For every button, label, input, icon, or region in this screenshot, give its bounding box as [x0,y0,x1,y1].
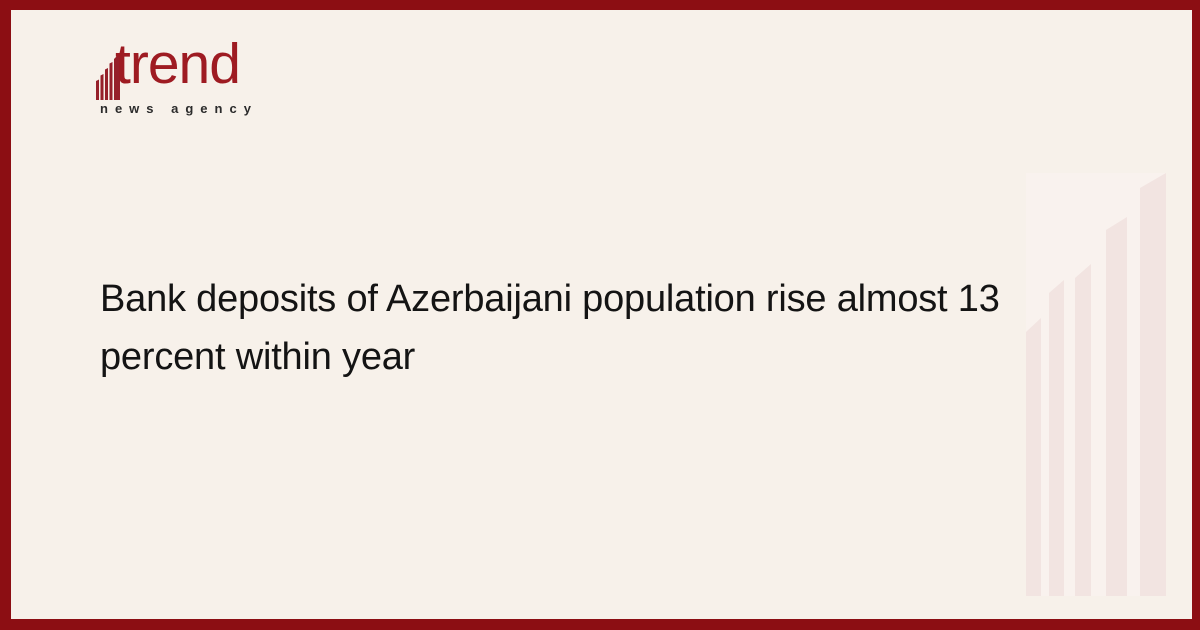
brand-tagline: news agency [100,101,258,116]
article-headline: Bank deposits of Azerbaijani population … [100,270,1000,386]
headline-line-1: Bank deposits of Azerbaijani population … [100,278,1000,320]
trend-bars-watermark-icon [1026,173,1166,596]
headline-line-2: percent within year [100,336,416,378]
trend-logo-bars-icon [96,53,120,100]
watermark-bars [1026,173,1166,596]
brand-wordmark: trend [115,32,241,96]
